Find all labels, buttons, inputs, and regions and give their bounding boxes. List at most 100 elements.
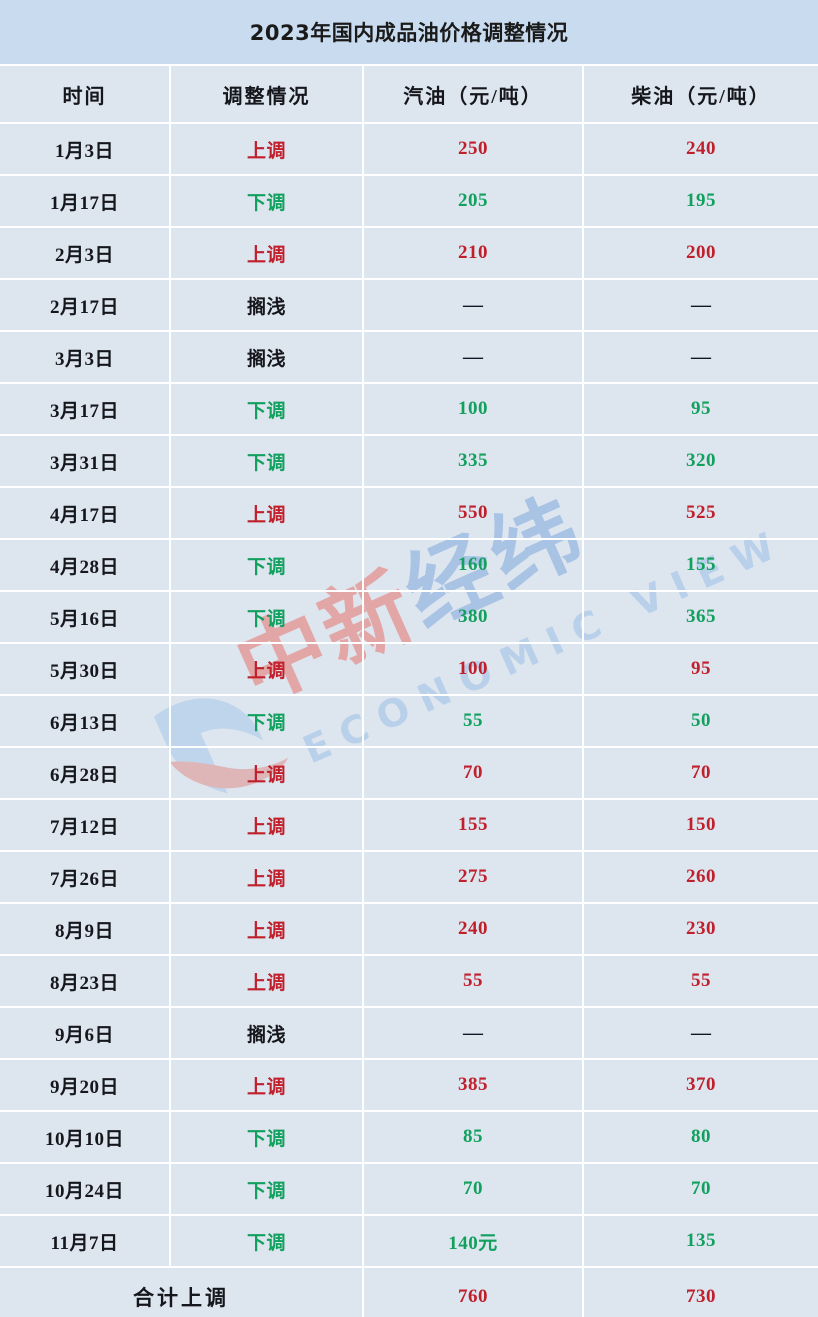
row-adjustment: 下调 [246, 1232, 286, 1254]
row-date-cell: 2月3日 [0, 227, 171, 280]
row-date-cell: 9月6日 [0, 1007, 171, 1060]
row-date: 2月3日 [54, 244, 114, 266]
row-adjustment-cell: 下调 [170, 539, 364, 592]
row-date-cell: 5月16日 [0, 591, 171, 644]
row-gasoline-value: 55 [463, 710, 483, 731]
row-diesel-cell: 320 [583, 435, 818, 488]
row-gasoline-value: 275 [458, 866, 488, 887]
table-row: 2月17日 搁浅 — — [0, 279, 818, 332]
row-adjustment-cell: 上调 [170, 1059, 364, 1112]
row-gasoline-value: — [463, 345, 483, 368]
row-date-cell: 3月31日 [0, 435, 171, 488]
row-gasoline-cell: 205 [363, 175, 584, 228]
row-gasoline-cell: 55 [363, 955, 584, 1008]
table-row: 6月28日 上调 70 70 [0, 747, 818, 800]
row-gasoline-value: 550 [458, 502, 488, 523]
header-adjustment: 调整情况 [170, 65, 364, 124]
row-date: 11月7日 [50, 1232, 119, 1254]
row-adjustment: 上调 [246, 244, 286, 266]
row-date: 3月17日 [49, 400, 119, 422]
row-adjustment-cell: 下调 [170, 175, 364, 228]
row-adjustment-cell: 上调 [170, 643, 364, 696]
row-diesel-value: 80 [691, 1126, 711, 1147]
row-diesel-value: 95 [691, 398, 711, 419]
row-diesel-value: 320 [686, 450, 716, 471]
row-gasoline-cell: — [363, 1007, 584, 1060]
row-date: 3月3日 [54, 348, 114, 370]
row-adjustment-cell: 上调 [170, 851, 364, 904]
page-title: 2023年国内成品油价格调整情况 [249, 21, 569, 45]
row-gasoline-cell: 100 [363, 643, 584, 696]
row-diesel-cell: 95 [583, 383, 818, 436]
row-diesel-cell: 365 [583, 591, 818, 644]
row-diesel-value: — [691, 345, 711, 368]
row-gasoline-cell: 275 [363, 851, 584, 904]
row-diesel-value: — [691, 293, 711, 316]
row-diesel-cell: 70 [583, 1163, 818, 1216]
row-date: 5月16日 [49, 608, 119, 630]
table-row: 3月17日 下调 100 95 [0, 383, 818, 436]
row-date: 4月17日 [49, 504, 119, 526]
row-gasoline-value: 210 [458, 242, 488, 263]
row-gasoline-value: 240 [458, 918, 488, 939]
row-date-cell: 2月17日 [0, 279, 171, 332]
row-diesel-cell: 80 [583, 1111, 818, 1164]
total-gasoline-cell: 760 [363, 1267, 584, 1317]
row-adjustment: 上调 [246, 972, 286, 994]
row-diesel-cell: — [583, 279, 818, 332]
total-diesel-cell: 730 [583, 1267, 818, 1317]
row-adjustment-cell: 搁浅 [170, 279, 364, 332]
row-gasoline-cell: 240 [363, 903, 584, 956]
row-date-cell: 7月12日 [0, 799, 171, 852]
table-row: 10月10日 下调 85 80 [0, 1111, 818, 1164]
table-row: 2月3日 上调 210 200 [0, 227, 818, 280]
row-adjustment: 下调 [246, 1128, 286, 1150]
table-row: 8月23日 上调 55 55 [0, 955, 818, 1008]
row-diesel-cell: — [583, 1007, 818, 1060]
row-adjustment: 上调 [246, 140, 286, 162]
row-adjustment: 下调 [246, 452, 286, 474]
row-diesel-value: 70 [691, 762, 711, 783]
header-diesel: 柴油（元/吨） [583, 65, 818, 124]
row-gasoline-value: 155 [458, 814, 488, 835]
header-diesel-label: 柴油（元/吨） [631, 85, 771, 108]
row-diesel-cell: 135 [583, 1215, 818, 1268]
row-date-cell: 6月13日 [0, 695, 171, 748]
row-adjustment: 搁浅 [246, 296, 286, 318]
row-gasoline-value: 55 [463, 970, 483, 991]
table-row: 4月17日 上调 550 525 [0, 487, 818, 540]
row-date: 10月10日 [44, 1128, 124, 1150]
table-row: 1月3日 上调 250 240 [0, 123, 818, 176]
row-diesel-cell: 230 [583, 903, 818, 956]
row-diesel-cell: 55 [583, 955, 818, 1008]
row-date: 1月3日 [54, 140, 114, 162]
page-title-cell: 2023年国内成品油价格调整情况 [0, 0, 818, 66]
table-row: 9月20日 上调 385 370 [0, 1059, 818, 1112]
row-gasoline-value: 250 [458, 138, 488, 159]
table-row: 7月26日 上调 275 260 [0, 851, 818, 904]
total-gasoline-value: 760 [458, 1286, 488, 1307]
row-date-cell: 10月24日 [0, 1163, 171, 1216]
row-gasoline-value: 100 [458, 658, 488, 679]
row-gasoline-value: 100 [458, 398, 488, 419]
row-diesel-cell: 240 [583, 123, 818, 176]
row-diesel-cell: 50 [583, 695, 818, 748]
row-date: 6月13日 [49, 712, 119, 734]
row-adjustment-cell: 下调 [170, 435, 364, 488]
row-gasoline-cell: 140元 [363, 1215, 584, 1268]
row-date: 10月24日 [44, 1180, 124, 1202]
row-diesel-value: 260 [686, 866, 716, 887]
table-row: 5月16日 下调 380 365 [0, 591, 818, 644]
row-date-cell: 3月3日 [0, 331, 171, 384]
header-date-label: 时间 [62, 85, 107, 108]
row-gasoline-value: 160 [458, 554, 488, 575]
row-diesel-cell: 525 [583, 487, 818, 540]
row-gasoline-value: — [463, 293, 483, 316]
row-adjustment: 上调 [246, 816, 286, 838]
table-row: 5月30日 上调 100 95 [0, 643, 818, 696]
row-diesel-cell: 200 [583, 227, 818, 280]
table-row: 10月24日 下调 70 70 [0, 1163, 818, 1216]
row-gasoline-cell: 85 [363, 1111, 584, 1164]
row-diesel-cell: 370 [583, 1059, 818, 1112]
row-adjustment-cell: 下调 [170, 1163, 364, 1216]
